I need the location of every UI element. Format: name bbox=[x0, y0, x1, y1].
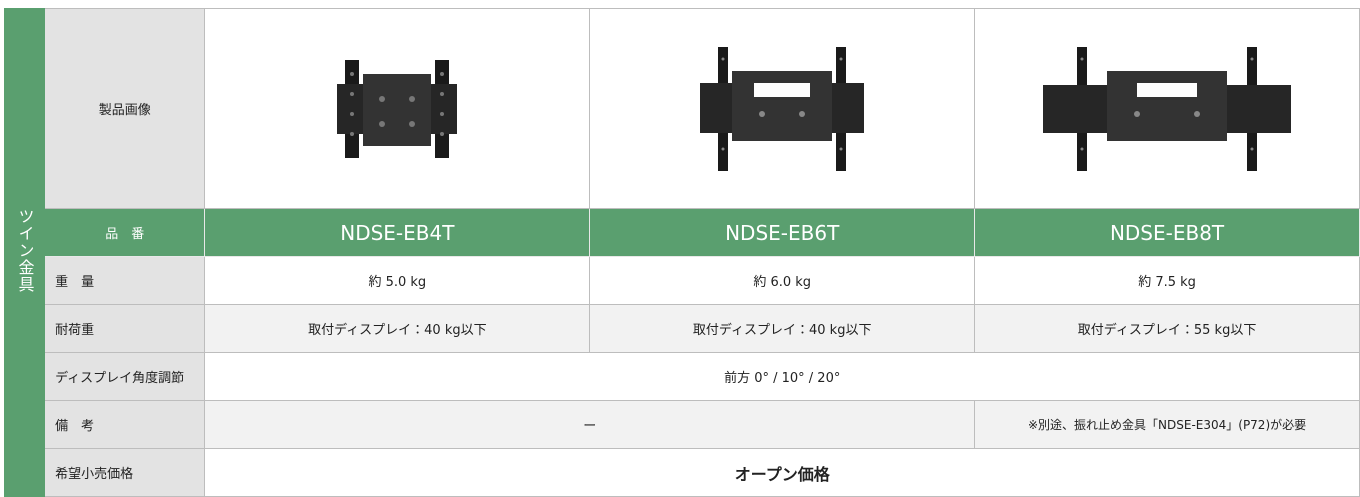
weight-label: 重 量 bbox=[44, 256, 206, 305]
image-label: 製品画像 bbox=[44, 8, 206, 209]
weight: 約 7.5 kg bbox=[974, 256, 1360, 305]
load: 取付ディスプレイ：40 kg以下 bbox=[204, 304, 591, 353]
price-label: 希望小売価格 bbox=[44, 448, 206, 497]
load: 取付ディスプレイ：55 kg以下 bbox=[974, 304, 1360, 353]
product-image bbox=[204, 8, 591, 209]
note-label: 備 考 bbox=[44, 400, 206, 449]
load-label: 耐荷重 bbox=[44, 304, 206, 353]
product-image bbox=[589, 8, 976, 209]
note: ※別途、振れ止め金具「NDSE-E304」(P72)が必要 bbox=[974, 400, 1360, 449]
load: 取付ディスプレイ：40 kg以下 bbox=[589, 304, 976, 353]
part-number: NDSE-EB8T bbox=[974, 208, 1360, 257]
weight: 約 6.0 kg bbox=[589, 256, 976, 305]
product-image bbox=[974, 8, 1360, 209]
price: オープン価格 bbox=[204, 448, 1360, 497]
part-number: NDSE-EB4T bbox=[204, 208, 591, 257]
spec-table: ツイン金具 製品画像 品 番 bbox=[3, 8, 1360, 497]
angle-label: ディスプレイ角度調節 bbox=[44, 352, 206, 401]
mount-image bbox=[1043, 46, 1292, 171]
weight: 約 5.0 kg bbox=[204, 256, 591, 305]
note: ー bbox=[204, 400, 976, 449]
part-number-label: 品 番 bbox=[44, 208, 206, 257]
part-number: NDSE-EB6T bbox=[589, 208, 976, 257]
group-label: ツイン金具 bbox=[15, 208, 35, 293]
mount-image bbox=[337, 59, 458, 158]
group-cell: ツイン金具 bbox=[3, 8, 46, 497]
angle: 前方 0° / 10° / 20° bbox=[204, 352, 1360, 401]
mount-image bbox=[700, 46, 865, 171]
